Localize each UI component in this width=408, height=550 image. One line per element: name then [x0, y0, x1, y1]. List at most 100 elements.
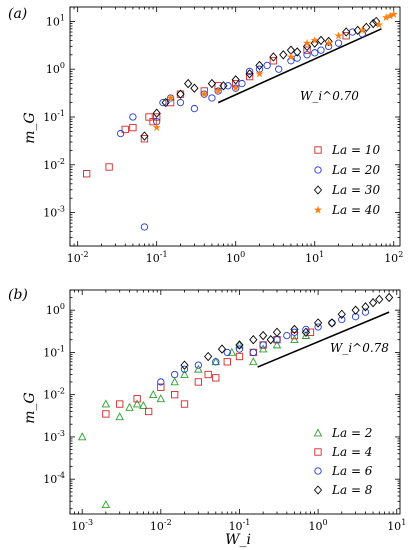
- data-point: [180, 400, 189, 408]
- series-1: [77, 330, 311, 508]
- data-point: [115, 412, 124, 421]
- y-axis-label: m_G: [22, 392, 38, 423]
- data-point: [303, 51, 311, 59]
- data-point: [275, 65, 283, 73]
- data-point: [148, 390, 158, 399]
- data-point: [171, 391, 179, 399]
- legend-entry: La = 2: [331, 426, 372, 440]
- data-point: [102, 410, 110, 418]
- legend-marker: [313, 485, 323, 495]
- data-point: [145, 113, 153, 121]
- y-tick-label: 10-3: [43, 429, 65, 444]
- data-point: [157, 378, 165, 386]
- data-point: [324, 36, 333, 47]
- data-point: [334, 31, 343, 40]
- data-point: [212, 374, 220, 382]
- data-point: [194, 364, 203, 373]
- legend-marker: [313, 185, 323, 195]
- data-point: [161, 97, 170, 108]
- legend-marker: [314, 448, 322, 456]
- data-point: [171, 370, 179, 379]
- data-point: [303, 46, 311, 54]
- data-point: [290, 324, 299, 335]
- data-point: [361, 308, 370, 316]
- data-point: [324, 38, 333, 47]
- data-point: [334, 39, 343, 47]
- x-axis-label: W_i: [225, 532, 251, 548]
- data-point: [77, 432, 87, 441]
- data-point: [152, 123, 161, 132]
- legend-entry: La = 30: [331, 183, 380, 197]
- y-tick-label: 10-2: [43, 157, 65, 172]
- panel-a: 10-2 10-1 100 101 102 10-3 10-2 10-1 100 101 (a) m_…: [8, 6, 403, 265]
- data-point: [263, 61, 271, 70]
- power-law-line: [217, 28, 382, 104]
- data-point: [314, 318, 323, 328]
- data-point: [194, 361, 202, 369]
- data-point: [310, 38, 319, 48]
- data-point: [259, 341, 267, 349]
- data-point: [176, 90, 185, 98]
- data-point: [389, 9, 398, 19]
- data-point: [116, 400, 124, 408]
- data-point: [235, 340, 244, 349]
- data-point: [170, 377, 179, 386]
- data-point: [207, 78, 217, 89]
- power-law-annotation: W_i^0.78: [330, 341, 389, 355]
- data-point: [266, 335, 275, 345]
- data-point: [157, 383, 165, 391]
- data-point: [132, 399, 142, 408]
- data-point: [372, 16, 381, 27]
- data-point: [310, 35, 319, 45]
- data-point: [208, 94, 216, 102]
- data-point: [369, 18, 378, 29]
- legend: La = 2 La = 4 La = 6 La = 8: [313, 426, 373, 497]
- data-point: [101, 499, 111, 508]
- data-point: [129, 123, 137, 132]
- data-point: [213, 86, 223, 95]
- x-tick-label: 101: [387, 518, 406, 533]
- legend-entry: La = 8: [331, 483, 373, 497]
- y-axis-label: m_G: [22, 112, 38, 143]
- data-point: [311, 49, 319, 57]
- data-point: [302, 41, 312, 52]
- data-point: [117, 129, 125, 138]
- data-point: [259, 330, 268, 341]
- data-point: [129, 113, 137, 121]
- data-point: [140, 131, 149, 141]
- data-point: [153, 113, 161, 121]
- y-tick-label: 10-1: [43, 109, 65, 124]
- data-point: [152, 108, 161, 118]
- data-point: [156, 394, 166, 403]
- legend: La = 10 La = 20 La = 30 La = 40: [313, 143, 380, 217]
- legend-marker: [313, 428, 323, 437]
- legend-entry: La = 6: [331, 464, 373, 478]
- data-point: [293, 47, 302, 57]
- data-point: [317, 46, 325, 54]
- data-point: [249, 348, 257, 357]
- data-point: [269, 57, 278, 65]
- data-point: [258, 344, 268, 353]
- y-tick-label: 10-2: [43, 387, 65, 402]
- data-point: [83, 170, 91, 178]
- data-point: [133, 395, 141, 403]
- plot-frame: [69, 6, 401, 247]
- data-point: [302, 325, 310, 334]
- y-tick-label: 100: [46, 61, 65, 76]
- legend-entry: La = 20: [331, 163, 380, 177]
- x-tick-label: 102: [384, 250, 403, 265]
- legend-marker: [314, 146, 322, 154]
- data-point: [176, 98, 185, 107]
- series-1: [83, 32, 350, 178]
- panel-label: (a): [8, 6, 27, 22]
- data-point: [290, 335, 299, 344]
- data-point: [184, 78, 193, 89]
- x-tick-label: 101: [305, 250, 324, 265]
- data-point: [269, 52, 278, 62]
- data-point: [238, 79, 246, 88]
- data-point: [279, 50, 288, 60]
- y-tick-label: 10-1: [43, 344, 65, 359]
- data-point: [140, 135, 149, 143]
- power-law-annotation: W_i^0.70: [300, 89, 359, 103]
- data-point: [176, 89, 185, 99]
